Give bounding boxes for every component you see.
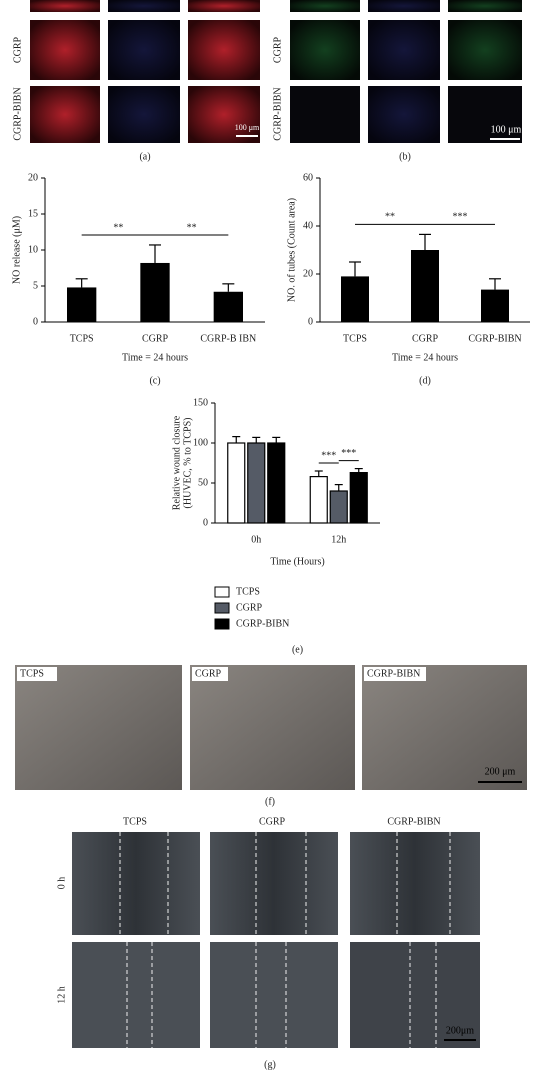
row-label: CGRP-BIBN xyxy=(12,87,23,140)
error-bar xyxy=(75,278,88,288)
image-label: CGRP-BIBN xyxy=(367,668,420,679)
y-axis-label: NO. of tubes (Count area) xyxy=(286,198,297,302)
significance-label: *** xyxy=(453,212,468,223)
x-axis-label: Time (Hours) xyxy=(270,556,324,567)
panel-f: TCPS CGRP CGRP-BIBN 200 μm (f) xyxy=(15,665,527,807)
panel-label: (e) xyxy=(292,644,303,655)
charts: 0 5 10 15 20 NO release (μM) TCPS CGRP CGRP-B IB… xyxy=(11,172,530,655)
error-bar xyxy=(314,470,323,477)
x-tick-label: 0h xyxy=(251,534,261,545)
bar xyxy=(247,442,266,524)
y-tick-label: 100 xyxy=(193,437,208,448)
error-bar xyxy=(252,436,261,443)
error-bar xyxy=(419,233,431,250)
y-axis-label: NO release (μM) xyxy=(11,216,22,284)
y-tick-label: 20 xyxy=(28,172,38,183)
x-tick-label: CGRP-B IBN xyxy=(200,333,256,344)
y-tick-label: 150 xyxy=(193,397,208,408)
y-tick-label: 10 xyxy=(28,244,38,255)
column-label: TCPS xyxy=(123,816,147,827)
bar xyxy=(349,472,368,524)
significance-label: ** xyxy=(187,222,197,233)
x-tick-label: 12h xyxy=(331,534,346,545)
x-axis-label: Time = 24 hours xyxy=(392,352,458,363)
y-tick-label: 5 xyxy=(33,280,38,291)
x-tick-label: CGRP-BIBN xyxy=(468,333,521,344)
panel-label: (c) xyxy=(149,375,160,386)
error-bar xyxy=(272,436,281,443)
panel-label: (a) xyxy=(139,151,150,162)
y-tick-label: 40 xyxy=(303,220,313,231)
y-axis-label: Relative wound closure xyxy=(171,415,182,510)
bar xyxy=(341,276,369,322)
x-tick-label: TCPS xyxy=(70,333,94,344)
panel-g: TCPS CGRP CGRP-BIBN 0 h 12 h 200μm (g) xyxy=(56,816,480,1070)
x-tick-label: CGRP xyxy=(142,333,169,344)
error-bar xyxy=(489,278,501,290)
bar xyxy=(481,289,509,322)
y-tick-label: 50 xyxy=(198,477,208,488)
significance-label: *** xyxy=(321,450,336,461)
y-axis-label: (HUVEC, % to TCPS) xyxy=(182,418,193,509)
panel-label: (d) xyxy=(419,375,431,386)
column-label: CGRP xyxy=(259,816,286,827)
row-label: CGRP xyxy=(12,37,23,64)
legend-swatch xyxy=(214,586,230,598)
column-label: CGRP-BIBN xyxy=(387,816,440,827)
legend-swatch xyxy=(214,602,230,614)
bar xyxy=(67,287,97,322)
error-bar xyxy=(222,283,235,292)
legend-label: TCPS xyxy=(236,586,260,597)
error-bar xyxy=(334,484,343,491)
row-label: CGRP-BIBN xyxy=(272,87,283,140)
y-tick-label: 20 xyxy=(303,268,313,279)
row-label: 0 h xyxy=(56,877,67,890)
scale-label: 100 μm xyxy=(491,124,522,135)
bar xyxy=(329,490,348,524)
panel-label: (g) xyxy=(264,1059,276,1070)
legend-swatch xyxy=(214,618,230,630)
row-label: 12 h xyxy=(56,986,67,1004)
y-tick-label: 15 xyxy=(28,208,38,219)
panel-label: (b) xyxy=(399,151,411,162)
bar xyxy=(213,291,243,322)
bar xyxy=(267,442,286,524)
bar xyxy=(411,250,439,322)
scale-label: 200μm xyxy=(446,1025,474,1036)
panel-a: CGRP CGRP-BIBN 100 μm (a) xyxy=(12,0,260,162)
error-bar xyxy=(354,468,363,473)
x-axis-label: Time = 24 hours xyxy=(122,352,188,363)
legend-label: CGRP-BIBN xyxy=(236,618,289,629)
row-label: CGRP xyxy=(272,37,283,64)
y-tick-label: 60 xyxy=(303,172,313,183)
bar xyxy=(309,476,328,524)
bar xyxy=(140,262,170,322)
image-label: TCPS xyxy=(20,668,44,679)
x-tick-label: CGRP xyxy=(412,333,439,344)
error-bar xyxy=(149,244,161,263)
x-tick-label: TCPS xyxy=(343,333,367,344)
y-tick-label: 0 xyxy=(308,316,313,327)
y-tick-label: 0 xyxy=(203,517,208,528)
error-bar xyxy=(349,261,361,277)
significance-label: ** xyxy=(113,222,123,233)
significance-label: *** xyxy=(341,448,356,459)
legend-label: CGRP xyxy=(236,602,263,613)
y-tick-label: 0 xyxy=(33,316,38,327)
bar xyxy=(227,442,246,524)
scale-label: 100 μm xyxy=(235,123,260,132)
panel-label: (f) xyxy=(265,796,275,807)
panel-b: CGRP CGRP-BIBN 100 μm (b) xyxy=(272,0,522,162)
image-label: CGRP xyxy=(195,668,222,679)
error-bar xyxy=(232,436,241,443)
scale-label: 200 μm xyxy=(485,766,516,777)
significance-label: ** xyxy=(385,212,395,223)
